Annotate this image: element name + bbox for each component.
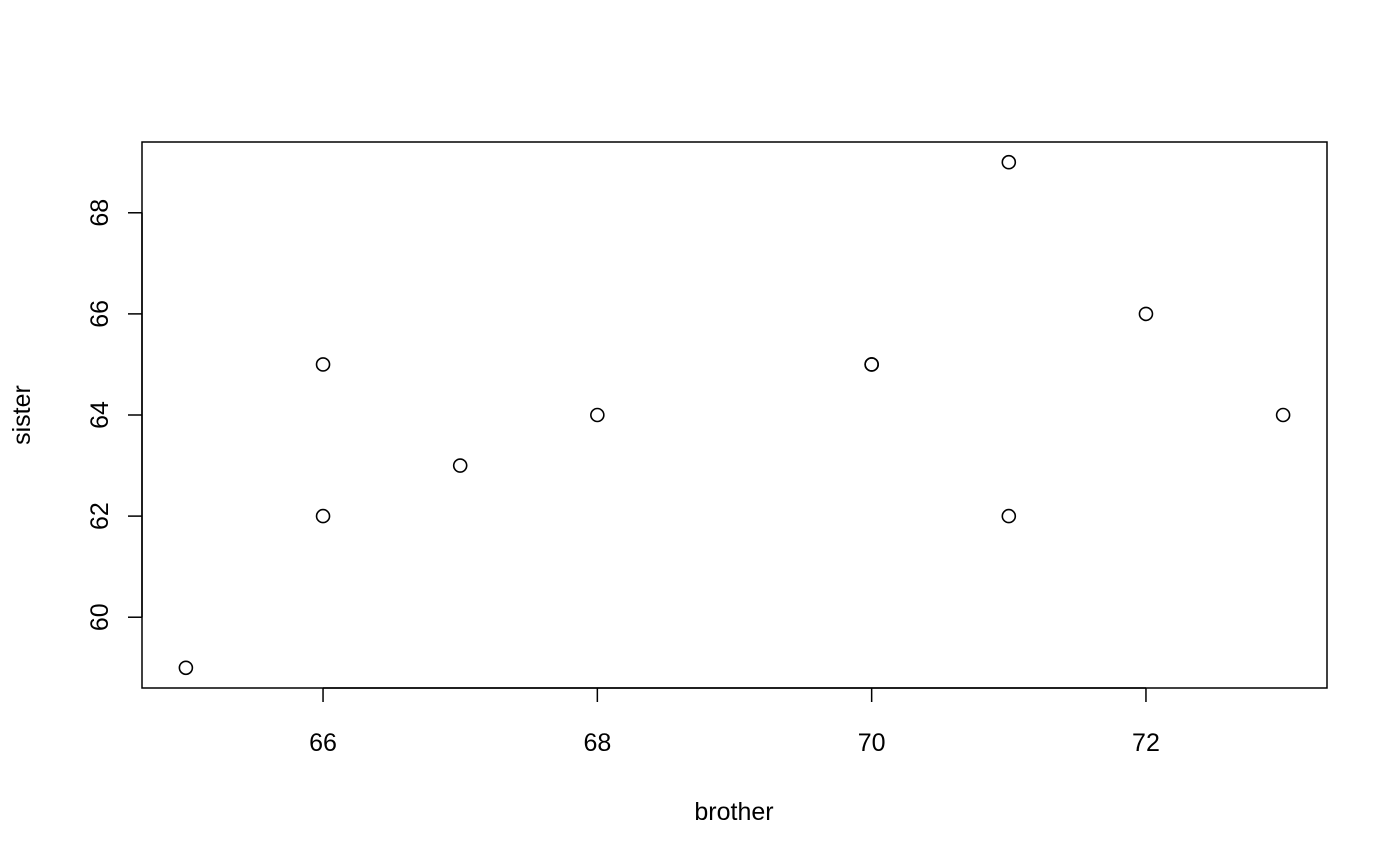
y-tick-label: 68: [86, 199, 114, 227]
y-tick-label: 64: [86, 401, 114, 429]
x-tick-label: 66: [309, 729, 337, 757]
x-tick-label: 68: [583, 729, 611, 757]
x-tick-label: 72: [1132, 729, 1160, 757]
data-point: [590, 407, 605, 423]
data-point: [1001, 508, 1017, 524]
data-point: [864, 357, 879, 372]
data-point: [452, 458, 468, 473]
data-point: [1138, 306, 1154, 322]
data-points: [178, 154, 1291, 676]
x-tick-label: 70: [858, 729, 886, 757]
data-point: [178, 660, 194, 676]
y-axis: 60 62 64 66 68: [86, 199, 143, 631]
y-tick-label: 66: [86, 300, 114, 328]
y-tick-label: 60: [86, 603, 114, 631]
y-axis-title: sister: [8, 385, 36, 445]
x-axis-title: brother: [694, 798, 773, 826]
data-point: [1001, 154, 1017, 170]
data-point: [315, 357, 331, 372]
y-tick-label: 62: [86, 502, 114, 530]
plot-frame: [141, 141, 1328, 689]
data-point: [315, 508, 331, 524]
x-axis: 66 68 70 72: [309, 687, 1160, 757]
data-point: [1275, 407, 1291, 423]
